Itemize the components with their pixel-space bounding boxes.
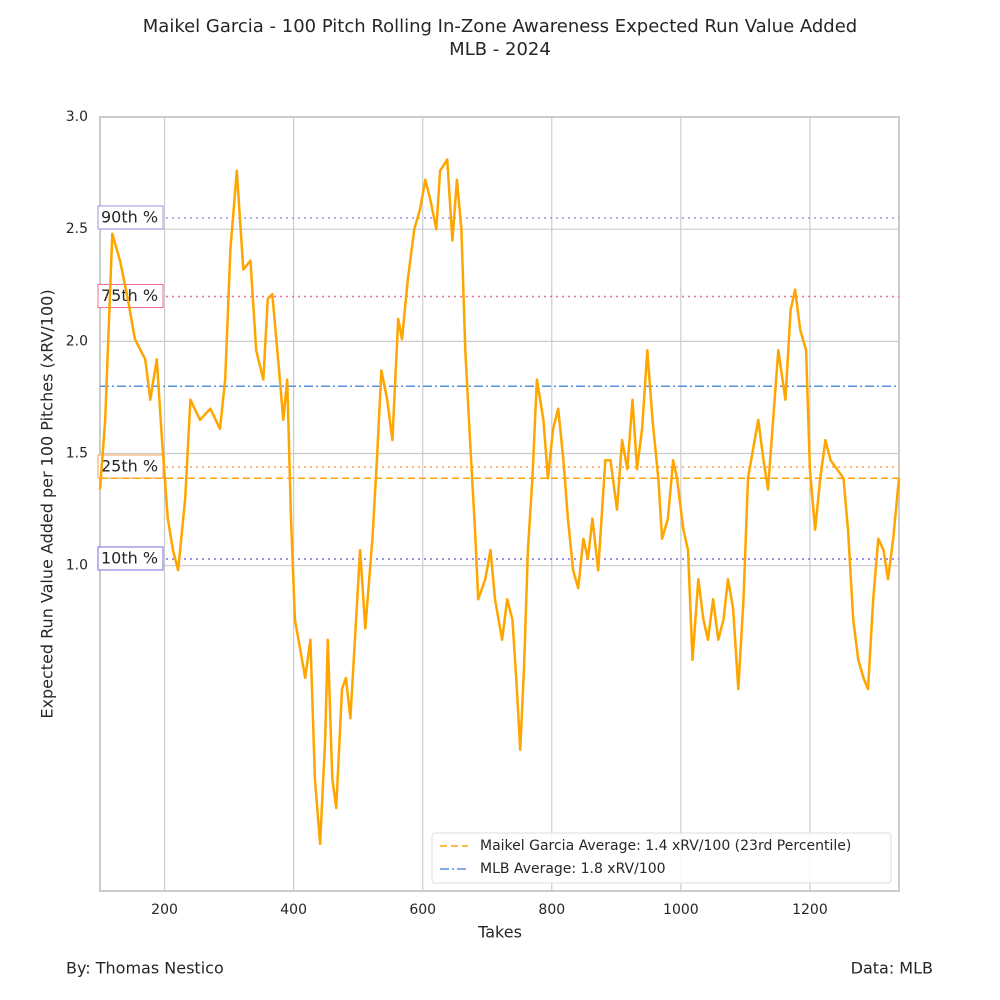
chart-subtitle: MLB - 2024 [449, 39, 551, 60]
footer-left: By: Thomas Nestico [66, 959, 224, 978]
y-tick-label: 1.0 [66, 558, 88, 574]
reference-label: 90th % [101, 207, 158, 226]
legend-label: MLB Average: 1.8 xRV/100 [480, 861, 666, 877]
footer-right: Data: MLB [851, 959, 933, 978]
plot-border [99, 116, 900, 892]
y-axis-label: Expected Run Value Added per 100 Pitches… [38, 289, 57, 718]
y-tick-label: 3.0 [66, 109, 88, 125]
x-axis-label: Takes [477, 923, 522, 942]
reference-label: 25th % [101, 456, 158, 475]
reference-label-box [97, 546, 164, 571]
chart-title: Maikel Garcia - 100 Pitch Rolling In-Zon… [143, 16, 857, 37]
x-tick-label: 600 [409, 902, 436, 918]
data-line [98, 158, 901, 846]
x-tick-label: 1000 [663, 902, 699, 918]
x-tick-label: 1200 [792, 902, 828, 918]
y-tick-label: 2.0 [66, 333, 88, 349]
x-tick-label: 400 [280, 902, 307, 918]
legend-box [431, 832, 892, 884]
y-tick-label: 2.5 [66, 221, 88, 237]
x-tick-label: 200 [151, 902, 178, 918]
legend-label: Maikel Garcia Average: 1.4 xRV/100 (23rd… [480, 838, 851, 854]
reference-label: 75th % [101, 286, 158, 305]
x-tick-label: 800 [538, 902, 565, 918]
reference-label: 10th % [101, 548, 158, 567]
y-tick-label: 1.5 [66, 446, 88, 462]
reference-label-box [97, 205, 164, 230]
